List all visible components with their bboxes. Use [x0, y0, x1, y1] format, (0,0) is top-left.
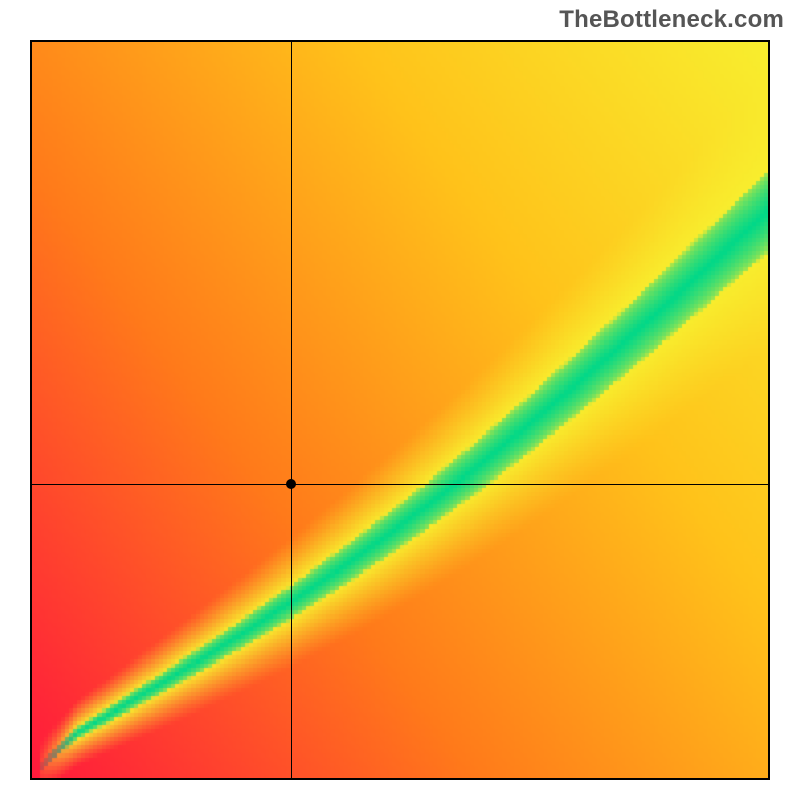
chart-container: TheBottleneck.com	[0, 0, 800, 800]
heatmap-canvas	[32, 42, 768, 778]
attribution-text: TheBottleneck.com	[559, 6, 784, 34]
plot-area	[30, 40, 770, 780]
